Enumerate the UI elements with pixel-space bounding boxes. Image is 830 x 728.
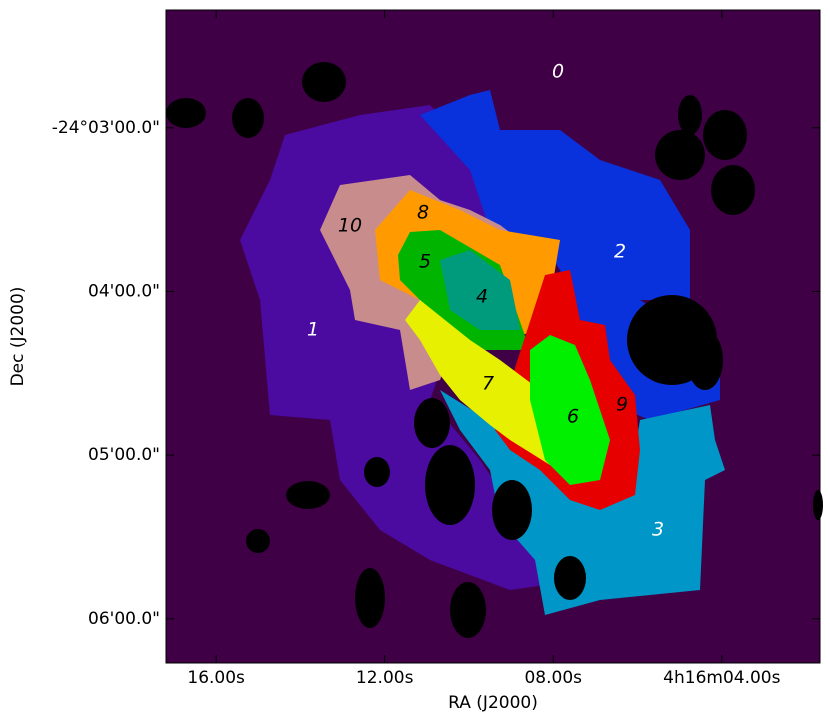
region-label: 8	[417, 202, 429, 224]
region-label: 0	[552, 61, 564, 83]
masked-source	[286, 481, 330, 509]
masked-source	[302, 62, 346, 102]
x-tick-label: 4h16m04.00s	[663, 668, 780, 688]
region-label: 4	[476, 286, 488, 308]
masked-source	[246, 529, 270, 553]
masked-source	[425, 445, 475, 525]
region	[405, 300, 550, 465]
masked-source	[414, 398, 450, 448]
region-label: 5	[419, 251, 431, 273]
masked-source	[364, 457, 390, 487]
plot-frame	[165, 9, 821, 664]
masked-source	[813, 490, 823, 520]
region-label: 3	[652, 519, 664, 541]
masked-source	[355, 568, 385, 628]
masked-source	[554, 556, 586, 600]
y-tick-label: 04'00.0"	[88, 281, 160, 301]
x-tick-label: 16.00s	[187, 668, 245, 688]
masked-source	[655, 130, 705, 180]
x-axis-label: RA (J2000)	[448, 693, 538, 713]
masked-source	[492, 480, 532, 540]
masked-source	[678, 95, 702, 135]
masked-source	[687, 330, 723, 390]
masked-source	[711, 165, 755, 215]
y-tick-label: 05'00.0"	[88, 445, 160, 465]
region	[440, 250, 520, 330]
masked-source	[450, 582, 486, 638]
region-label: 2	[614, 241, 626, 263]
masked-source	[703, 110, 747, 160]
y-axis-label: Dec (J2000)	[8, 287, 28, 387]
x-tick-label: 12.00s	[356, 668, 414, 688]
y-tick-label: -24°03'00.0"	[52, 118, 160, 138]
x-tick-label: 08.00s	[524, 668, 582, 688]
region-label: 7	[482, 373, 494, 395]
region-label: 1	[307, 319, 319, 341]
region-label: 10	[338, 215, 362, 237]
masked-source	[166, 98, 206, 128]
region-label: 6	[567, 406, 579, 428]
y-tick-label: 06'00.0"	[88, 609, 160, 629]
region-label: 9	[616, 394, 628, 416]
region	[530, 335, 610, 485]
masked-source	[232, 98, 264, 138]
